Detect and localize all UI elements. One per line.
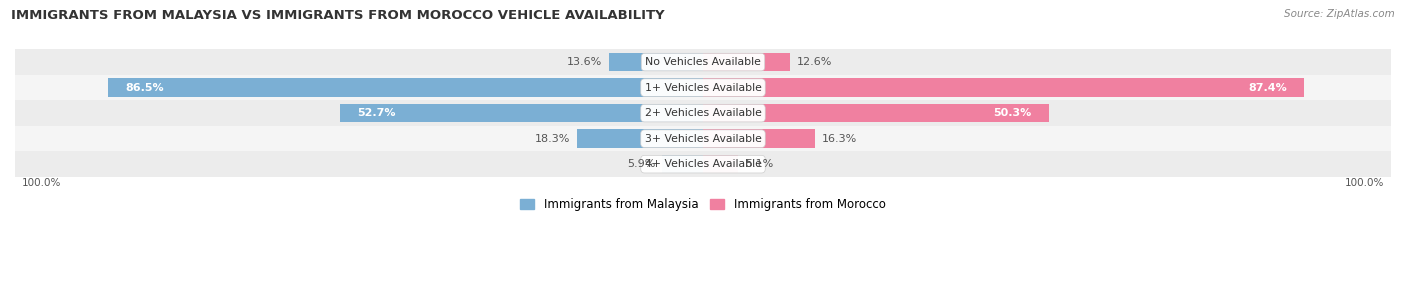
Bar [15, 49, 1391, 75]
Text: 86.5%: 86.5% [125, 83, 163, 93]
Bar [703, 130, 815, 148]
Text: 3+ Vehicles Available: 3+ Vehicles Available [644, 134, 762, 144]
Bar [15, 126, 1391, 151]
Bar [108, 78, 703, 97]
Text: 100.0%: 100.0% [22, 178, 62, 188]
Text: 5.9%: 5.9% [627, 159, 655, 169]
Text: 1+ Vehicles Available: 1+ Vehicles Available [644, 83, 762, 93]
Text: IMMIGRANTS FROM MALAYSIA VS IMMIGRANTS FROM MOROCCO VEHICLE AVAILABILITY: IMMIGRANTS FROM MALAYSIA VS IMMIGRANTS F… [11, 9, 665, 21]
Bar [703, 78, 1305, 97]
Text: 2+ Vehicles Available: 2+ Vehicles Available [644, 108, 762, 118]
Bar [703, 53, 790, 71]
Bar [609, 53, 703, 71]
Text: 12.6%: 12.6% [797, 57, 832, 67]
Text: 100.0%: 100.0% [1344, 178, 1384, 188]
Bar [15, 151, 1391, 177]
Text: 50.3%: 50.3% [994, 108, 1032, 118]
Legend: Immigrants from Malaysia, Immigrants from Morocco: Immigrants from Malaysia, Immigrants fro… [516, 193, 890, 216]
Text: No Vehicles Available: No Vehicles Available [645, 57, 761, 67]
Bar [576, 130, 703, 148]
Bar [15, 75, 1391, 100]
Text: 13.6%: 13.6% [567, 57, 603, 67]
Text: 16.3%: 16.3% [823, 134, 858, 144]
Bar [15, 100, 1391, 126]
Text: 18.3%: 18.3% [534, 134, 571, 144]
Bar [340, 104, 703, 122]
Text: 87.4%: 87.4% [1249, 83, 1286, 93]
Bar [703, 104, 1049, 122]
Text: 4+ Vehicles Available: 4+ Vehicles Available [644, 159, 762, 169]
Text: 5.1%: 5.1% [745, 159, 773, 169]
Text: 52.7%: 52.7% [357, 108, 396, 118]
Bar [703, 155, 738, 173]
Text: Source: ZipAtlas.com: Source: ZipAtlas.com [1284, 9, 1395, 19]
Bar [662, 155, 703, 173]
